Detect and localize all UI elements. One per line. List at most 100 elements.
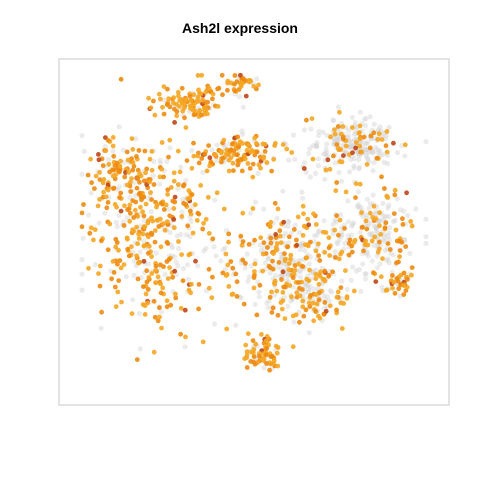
scatter-point-expressed <box>240 257 246 263</box>
scatter-point-expressed <box>253 341 259 347</box>
scatter-point-expressed <box>235 158 241 164</box>
scatter-point-expressed <box>256 162 262 168</box>
scatter-point-unexpressed <box>166 206 172 212</box>
scatter-point-unexpressed <box>368 231 374 237</box>
scatter-point-expressed <box>374 155 380 161</box>
scatter-point-expressed <box>145 220 151 226</box>
scatter-point-unexpressed <box>338 178 345 184</box>
scatter-point-expressed <box>176 239 181 244</box>
scatter-point-unexpressed <box>379 284 385 290</box>
scatter-point-unexpressed <box>335 241 341 247</box>
scatter-point-expressed <box>268 235 274 241</box>
scatter-point-expressed <box>279 306 285 312</box>
scatter-point-expressed <box>156 91 162 97</box>
scatter-point-unexpressed <box>316 229 322 235</box>
scatter-point-expressed <box>137 190 143 196</box>
scatter-point-unexpressed <box>278 272 284 279</box>
scatter-point-expressed <box>171 206 177 211</box>
scatter-point-expressed <box>117 163 123 169</box>
scatter-point-unexpressed <box>384 257 390 263</box>
scatter-point-expressed <box>145 234 151 240</box>
scatter-point-expressed <box>109 276 114 282</box>
scatter-point-expressed <box>326 272 332 278</box>
scatter-point-expressed <box>364 226 370 232</box>
scatter-point-expressed <box>254 312 260 318</box>
chart-title: Ash2l expression <box>182 20 298 36</box>
scatter-point-unexpressed <box>330 221 336 227</box>
scatter-point-expressed <box>339 249 345 255</box>
scatter-point-expressed <box>286 267 292 273</box>
scatter-point-unexpressed <box>385 233 391 239</box>
scatter-point-unexpressed <box>120 147 126 153</box>
scatter-point-unexpressed <box>358 288 364 295</box>
scatter-point-unexpressed <box>342 240 348 246</box>
scatter-point-expressed <box>207 163 213 169</box>
scatter-point-expressed <box>148 230 154 236</box>
scatter-point-expressed <box>387 247 393 252</box>
scatter-point-expressed <box>119 299 124 305</box>
scatter-point-unexpressed <box>299 189 305 195</box>
scatter-point-unexpressed <box>321 218 327 224</box>
scatter-point-expressed <box>179 214 185 219</box>
scatter-point-expressed <box>377 210 382 216</box>
scatter-point-expressed <box>191 92 197 98</box>
scatter-point-expressed <box>296 280 301 285</box>
scatter-point-unexpressed <box>79 287 85 293</box>
scatter-point-expressed <box>259 332 264 337</box>
scatter-point-unexpressed <box>110 148 116 154</box>
scatter-point-expressed <box>180 278 186 284</box>
scatter-point-unexpressed <box>302 160 308 166</box>
scatter-point-unexpressed <box>292 222 298 228</box>
scatter-point-expressed <box>203 89 209 95</box>
scatter-point-unexpressed <box>383 213 389 219</box>
scatter-point-expressed <box>288 252 294 258</box>
scatter-point-expressed <box>129 311 135 316</box>
scatter-point-expressed <box>399 239 405 245</box>
scatter-point-expressed <box>340 134 346 140</box>
scatter-point-expressed <box>141 178 147 184</box>
scatter-point-expressed <box>129 176 134 182</box>
scatter-point-expressed <box>111 186 116 192</box>
scatter-point-unexpressed <box>255 170 261 176</box>
scatter-point-expressed <box>300 264 306 269</box>
scatter-point-expressed <box>221 137 227 143</box>
scatter-point-unexpressed <box>370 168 376 174</box>
scatter-point-expressed <box>153 280 159 286</box>
scatter-point-expressed <box>186 252 192 258</box>
scatter-point-expressed <box>239 80 245 86</box>
scatter-point-expressed <box>142 312 148 317</box>
scatter-point-unexpressed <box>375 147 381 153</box>
scatter-point-expressed <box>327 166 333 172</box>
scatter-point-unexpressed <box>303 169 309 175</box>
scatter-point-unexpressed <box>327 287 333 294</box>
scatter-point-unexpressed <box>175 186 181 192</box>
scatter-point-expressed <box>163 202 169 208</box>
scatter-point-expressed <box>192 108 198 114</box>
scatter-point-unexpressed <box>348 144 354 150</box>
scatter-point-expressed <box>322 300 328 305</box>
scatter-point-expressed <box>378 232 384 237</box>
scatter-point-expressed <box>191 153 197 159</box>
scatter-point-unexpressed <box>347 138 353 144</box>
scatter-point-unexpressed <box>405 212 411 219</box>
scatter-point-expressed <box>339 326 345 331</box>
scatter-point-expressed <box>257 282 263 288</box>
scatter-point-expressed <box>112 202 118 207</box>
scatter-point-expressed <box>262 149 268 154</box>
scatter-point-expressed <box>282 258 288 264</box>
scatter-point-expressed <box>400 222 406 227</box>
scatter-point-expressed <box>191 140 196 146</box>
scatter-point-expressed <box>118 190 124 196</box>
scatter-point-expressed <box>357 136 363 142</box>
scatter-point-expressed <box>390 273 395 278</box>
scatter-point-unexpressed <box>339 232 345 238</box>
scatter-point-expressed <box>296 261 301 267</box>
scatter-point-unexpressed <box>298 274 304 280</box>
scatter-point-unexpressed <box>150 173 156 179</box>
scatter-point-expressed <box>234 152 240 158</box>
scatter-point-expressed <box>219 72 225 78</box>
scatter-point-expressed <box>215 86 221 92</box>
scatter-point-expressed <box>88 156 93 162</box>
scatter-point-unexpressed <box>345 233 351 239</box>
scatter-point-expressed <box>257 353 262 359</box>
